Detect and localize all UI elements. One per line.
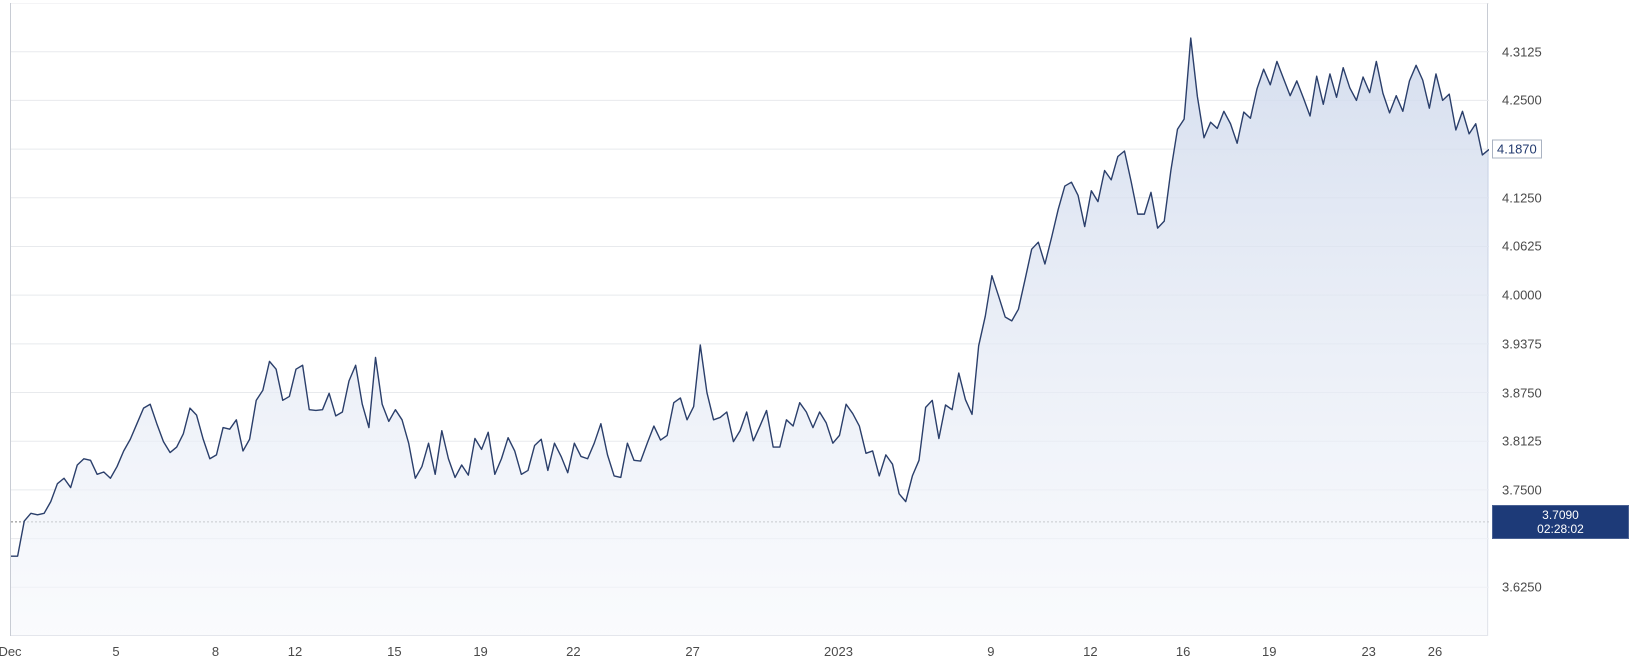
x-tick-label: 19 <box>473 644 487 659</box>
x-tick-label: 15 <box>387 644 401 659</box>
y-tick-label: 4.1250 <box>1502 190 1542 205</box>
reference-value-text: 3.7090 <box>1498 508 1623 522</box>
x-tick-label: 5 <box>112 644 119 659</box>
y-tick-label: 3.7500 <box>1502 482 1542 497</box>
y-tick-label: 3.9375 <box>1502 336 1542 351</box>
reference-value-indicator: 3.7090 02:28:02 <box>1492 505 1629 539</box>
x-tick-label: 9 <box>987 644 994 659</box>
price-series <box>11 3 1489 636</box>
x-tick-label: 22 <box>566 644 580 659</box>
y-tick-label: 3.6250 <box>1502 580 1542 595</box>
plot-area[interactable] <box>10 3 1488 636</box>
last-value-indicator: 4.1870 <box>1492 140 1542 159</box>
x-tick-label: 26 <box>1428 644 1442 659</box>
y-tick-label: 4.3125 <box>1502 44 1542 59</box>
y-tick-label: 4.0000 <box>1502 288 1542 303</box>
x-tick-label: 19 <box>1262 644 1276 659</box>
x-tick-label: 23 <box>1361 644 1375 659</box>
x-tick-label: 8 <box>212 644 219 659</box>
reference-time-text: 02:28:02 <box>1498 522 1623 536</box>
x-tick-label: 12 <box>1083 644 1097 659</box>
y-tick-label: 3.8125 <box>1502 434 1542 449</box>
x-tick-label: 12 <box>288 644 302 659</box>
x-tick-label: Dec <box>0 644 22 659</box>
last-value-text: 4.1870 <box>1497 142 1537 157</box>
y-tick-label: 4.0625 <box>1502 239 1542 254</box>
x-tick-label: 27 <box>685 644 699 659</box>
x-tick-label: 16 <box>1176 644 1190 659</box>
price-area-chart: 3.6250 3.7500 3.8125 3.8750 3.9375 4.0000 4.06… <box>0 0 1633 671</box>
y-tick-label: 3.8750 <box>1502 385 1542 400</box>
x-tick-label: 2023 <box>824 644 853 659</box>
y-tick-label: 4.2500 <box>1502 93 1542 108</box>
